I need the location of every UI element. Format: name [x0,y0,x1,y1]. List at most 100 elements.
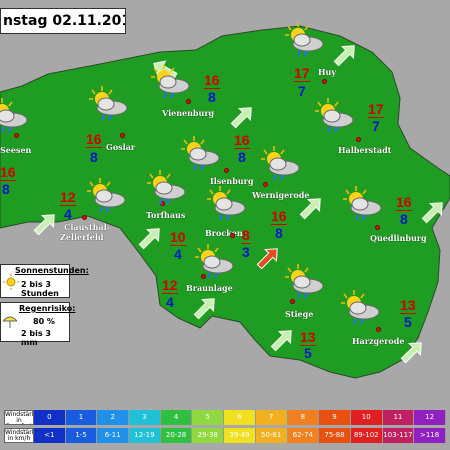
wind-arrow-6 [138,228,160,250]
beaufort-cell: 5 [192,410,225,425]
rain-amount: 2 bis 3 mm [21,329,51,347]
city-dot [375,225,380,230]
wind-arrow-11 [400,342,422,364]
tmax-ilsenburg: 16 [234,132,250,149]
tmin-seesen: 8 [2,181,10,197]
sun-cloud-rain-icon [87,178,126,213]
town-zellerfeld: Zellerfeld [60,232,104,242]
kmh-cell: 6-11 [97,428,130,443]
tmax-seesen: 16 [0,164,16,181]
tmin-braunlage: 4 [166,294,174,310]
sun-cloud-rain-icon [151,64,190,99]
tmin-stiege: 5 [304,345,312,361]
wind-arrow-8 [421,202,443,224]
kmh-cell: 12-19 [129,428,161,443]
rain-label: Regenrisiko: [19,304,76,313]
tmin-brocken: 3 [242,244,250,260]
town-seesen: Seesen [0,145,32,155]
tmax-halberstadt: 17 [368,101,384,118]
beaufort-cell: 11 [382,410,415,425]
tmax-stiege: 13 [300,329,316,346]
sun-cloud-rain-icon [315,98,354,133]
rain-percent: 80 % [33,317,55,326]
beaufort-cell: 9 [319,410,351,425]
tmax-quedlinburg: 16 [396,194,412,211]
sunshine-legend: Sonnenstunden: 2 bis 3 Stunden [0,264,89,298]
city-dot [230,233,235,238]
town-torfhaus: Torfhaus [146,210,186,220]
sunshine-label: Sonnenstunden: [15,266,89,275]
sunshine-value: 2 bis 3 Stunden [21,280,59,298]
sun-icon [3,274,19,290]
beaufort-cell: 8 [287,410,320,425]
tmin-vienenburg: 8 [208,89,216,105]
city-dot [82,215,87,220]
kmh-cell: 20-28 [160,428,193,443]
sun-cloud-rain-icon [285,264,324,299]
city-dot [322,79,327,84]
tmin-ilsenburg: 8 [238,149,246,165]
tmax-huy: 17 [294,65,310,82]
kmh-header: Windstärke in km/h [4,428,34,443]
wind-arrow-10 [270,330,292,352]
beaufort-cell: 2 [97,410,130,425]
city-dot [224,168,229,173]
kmh-cell: 39-49 [224,428,256,443]
sun-cloud-rain-icon [0,98,28,133]
beaufort-header: Windstärke in Beaufort [4,410,34,425]
kmh-cell: 29-38 [192,428,225,443]
beaufort-cell: 0 [34,410,66,425]
town-vienenburg: Vienenburg [162,108,215,118]
rain-legend: Regenrisiko: 80 % 2 bis 3 mm [0,302,75,347]
arrow-group [33,45,443,364]
town-huy: Huy [318,67,337,77]
sun-cloud-rain-icon [181,136,220,171]
tmin-goslar: 8 [90,149,98,165]
tmax-clausthal: 12 [60,189,76,206]
tmin-harzgerode: 5 [404,314,412,330]
beaufort-cell: 4 [160,410,193,425]
sun-cloud-rain-icon [207,186,246,221]
kmh-scale: Windstärke in km/h <11-56-1112-1920-2829… [4,428,446,443]
wind-arrow-3 [230,107,252,129]
sun-cloud-rain-icon [195,244,234,279]
town-quedlinburg: Quedlinburg [370,233,427,243]
tmin-torfhaus: 4 [174,246,182,262]
tmax-brocken: 8 [242,227,250,244]
kmh-cell: 62-74 [287,428,320,443]
kmh-cell: <1 [34,428,66,443]
town-braunlage: Braunlage [186,283,233,293]
wind-arrow-4 [299,198,321,220]
tmin-clausthal: 4 [64,206,72,222]
wind-arrow-5 [33,214,55,236]
city-dot [201,274,206,279]
city-dot [186,99,191,104]
beaufort-cell: 1 [65,410,98,425]
sun-cloud-rain-icon [89,86,128,121]
city-dot [263,182,268,187]
tmin-wernigerode: 8 [275,225,283,241]
tmax-wernigerode: 16 [271,208,287,225]
town-wernigerode: Wernigerode [252,190,310,200]
kmh-cell: 89-102 [350,428,383,443]
wind-arrow-2 [153,60,178,80]
city-dot [120,133,125,138]
beaufort-cell: 10 [350,410,383,425]
town-harzgerode: Harzgerode [352,336,405,346]
kmh-cell: 75-88 [319,428,351,443]
sun-cloud-rain-icon [341,290,380,325]
kmh-cell: 103-117 [382,428,415,443]
town-stiege: Stiege [285,309,314,319]
town-clausthal: Clausthal- [64,222,110,232]
tmin-quedlinburg: 8 [400,211,408,227]
sun-cloud-rain-icon [261,146,300,181]
city-dot [290,299,295,304]
town-ilsenburg: Ilsenburg [210,176,254,186]
sun-cloud-rain-icon [343,186,382,221]
tmin-huy: 7 [298,83,306,99]
wind-arrow-1 [333,45,355,67]
tmin-halberstadt: 7 [372,118,380,134]
city-dot [356,137,361,142]
beaufort-cell: 3 [129,410,161,425]
